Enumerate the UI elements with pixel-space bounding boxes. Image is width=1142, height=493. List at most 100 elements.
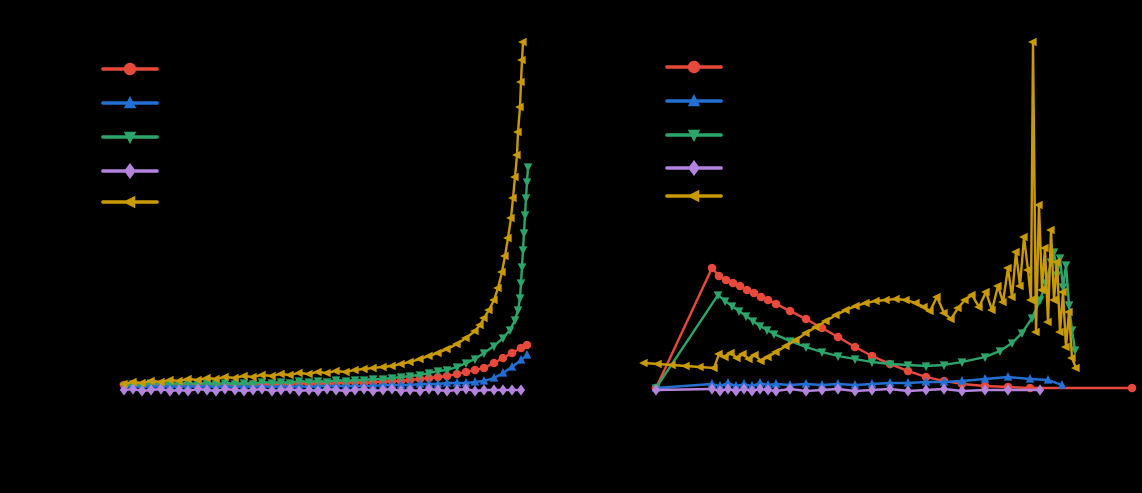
left-chart-series-5-gold-line bbox=[122, 40, 525, 386]
series-4-purple-diamond-marker bbox=[146, 384, 156, 396]
series-3-green-triangle-down-marker bbox=[350, 376, 360, 385]
series-5-gold-triangle-left-marker bbox=[811, 322, 820, 332]
left-chart-legend-entry-series-5 bbox=[101, 195, 159, 209]
series-4-purple-diamond-marker bbox=[442, 385, 452, 397]
series-4-purple-diamond-marker bbox=[405, 384, 415, 396]
series-1-red-circle-marker bbox=[850, 342, 860, 352]
series-4-purple-diamond-marker bbox=[128, 383, 138, 395]
right-chart-legend-entry-series-5 bbox=[665, 189, 723, 203]
series-5-gold-triangle-left-marker bbox=[981, 287, 990, 297]
series-5-gold-triangle-left-marker bbox=[1003, 263, 1012, 273]
series-2-blue-triangle-up-marker bbox=[707, 379, 717, 388]
series-4-purple-diamond-marker bbox=[707, 383, 717, 395]
series-4-purple-diamond-marker bbox=[193, 383, 203, 395]
series-1-red-circle-marker bbox=[442, 371, 452, 381]
series-4-purple-diamond-marker bbox=[396, 385, 406, 397]
legend-triangle-up-icon bbox=[687, 93, 701, 107]
series-2-blue-triangle-up-marker bbox=[368, 381, 378, 390]
series-3-green-triangle-down-marker bbox=[520, 211, 530, 220]
series-5-gold-triangle-left-marker bbox=[695, 362, 704, 372]
series-2-blue-triangle-up-marker bbox=[957, 376, 967, 385]
series-3-green-triangle-down-marker bbox=[267, 379, 277, 388]
series-3-green-triangle-down-marker bbox=[304, 378, 314, 387]
series-4-purple-diamond-marker bbox=[350, 384, 360, 396]
series-5-gold-triangle-left-marker bbox=[771, 347, 780, 357]
series-1-red-circle-marker bbox=[1127, 383, 1137, 393]
right-chart-legend-entry-series-3 bbox=[665, 129, 723, 143]
series-4-purple-diamond-marker bbox=[211, 385, 221, 397]
series-3-green-triangle-down-marker bbox=[516, 279, 526, 288]
right-chart-legend bbox=[665, 60, 723, 203]
series-2-blue-triangle-up-marker bbox=[1057, 380, 1067, 389]
series-5-gold-triangle-left-marker bbox=[331, 366, 340, 376]
legend-triangle-left-icon bbox=[122, 195, 136, 209]
series-3-green-triangle-down-marker bbox=[748, 317, 758, 326]
series-5-gold-triangle-left-marker bbox=[851, 301, 860, 311]
left-chart-series-3-green-line bbox=[122, 165, 530, 388]
series-4-purple-diamond-marker bbox=[276, 384, 286, 396]
series-2-blue-triangle-up-marker bbox=[867, 379, 877, 388]
series-5-gold-triangle-left-marker bbox=[510, 172, 519, 182]
series-5-gold-triangle-left-marker bbox=[1071, 363, 1080, 373]
series-2-blue-triangle-up-marker bbox=[885, 378, 895, 387]
series-4-purple-diamond-marker bbox=[313, 385, 323, 397]
series-5-gold-triangle-left-marker bbox=[791, 335, 800, 345]
series-2-blue-triangle-up-marker bbox=[378, 380, 388, 389]
series-5-gold-triangle-left-marker bbox=[513, 127, 522, 137]
left-chart bbox=[101, 37, 533, 397]
series-4-purple-diamond-marker bbox=[771, 385, 781, 397]
series-5-gold-triangle-left-marker bbox=[211, 374, 220, 384]
series-5-gold-triangle-left-marker bbox=[681, 361, 690, 371]
series-1-red-circle-marker bbox=[921, 372, 931, 382]
series-1-red-circle-marker bbox=[867, 351, 877, 361]
series-5-gold-triangle-left-marker bbox=[1037, 285, 1046, 295]
legend-circle-icon bbox=[123, 62, 137, 76]
series-1-red-circle-marker bbox=[903, 366, 913, 376]
series-2-blue-triangle-up-marker bbox=[415, 379, 425, 388]
series-5-gold-triangle-left-marker bbox=[756, 356, 765, 366]
series-3-green-triangle-down-marker bbox=[801, 343, 811, 352]
series-3-green-triangle-down-marker bbox=[368, 375, 378, 384]
series-1-red-circle-marker bbox=[452, 369, 462, 379]
series-5-gold-triangle-left-marker bbox=[202, 373, 211, 383]
series-5-gold-triangle-left-marker bbox=[1067, 353, 1076, 363]
series-5-gold-triangle-left-marker bbox=[396, 359, 405, 369]
series-4-purple-diamond-marker bbox=[489, 384, 499, 396]
series-3-green-triangle-down-marker bbox=[331, 376, 341, 385]
series-1-red-circle-marker bbox=[749, 288, 759, 298]
series-2-blue-triangle-up-marker bbox=[424, 379, 434, 388]
series-2-blue-triangle-up-marker bbox=[833, 379, 843, 388]
series-5-gold-triangle-left-marker bbox=[415, 354, 424, 364]
series-1-red-circle-marker bbox=[707, 263, 717, 273]
right-chart-series-4-purple bbox=[651, 383, 1045, 397]
series-2-blue-triangle-up-marker bbox=[516, 355, 526, 364]
series-3-green-triangle-down-marker bbox=[885, 360, 895, 369]
legend-triangle-down-icon bbox=[687, 129, 701, 143]
series-1-red-circle-marker bbox=[433, 372, 443, 382]
series-3-green-triangle-down-marker bbox=[957, 358, 967, 367]
legend-diamond-icon bbox=[688, 159, 700, 177]
series-5-gold-triangle-left-marker bbox=[452, 339, 461, 349]
series-3-green-triangle-down-marker bbox=[415, 371, 425, 380]
series-5-gold-triangle-left-marker bbox=[220, 372, 229, 382]
series-1-red-circle-marker bbox=[522, 340, 532, 350]
series-5-gold-triangle-left-marker bbox=[304, 369, 313, 379]
series-1-red-circle-marker bbox=[498, 353, 508, 363]
series-3-green-triangle-down-marker bbox=[396, 373, 406, 382]
series-3-green-triangle-down-marker bbox=[461, 359, 471, 368]
series-2-blue-triangle-up-marker bbox=[461, 378, 471, 387]
series-5-gold-triangle-left-marker bbox=[1064, 307, 1073, 317]
series-3-green-triangle-down-marker bbox=[1017, 329, 1027, 338]
series-3-green-triangle-down-marker bbox=[762, 326, 772, 335]
series-4-purple-diamond-marker bbox=[1003, 384, 1013, 396]
series-4-purple-diamond-marker bbox=[885, 383, 895, 395]
series-5-gold-triangle-left-marker bbox=[714, 349, 723, 359]
series-5-gold-triangle-left-marker bbox=[801, 328, 810, 338]
series-3-green-triangle-down-marker bbox=[313, 377, 323, 386]
series-2-blue-triangle-up-marker bbox=[939, 377, 949, 386]
series-5-gold-triangle-left-marker bbox=[484, 305, 493, 315]
series-5-gold-triangle-left-marker bbox=[341, 367, 350, 377]
series-3-green-triangle-down-marker bbox=[470, 355, 480, 364]
left-chart-legend-entry-series-1 bbox=[101, 62, 159, 76]
series-2-blue-triangle-up-marker bbox=[479, 376, 489, 385]
